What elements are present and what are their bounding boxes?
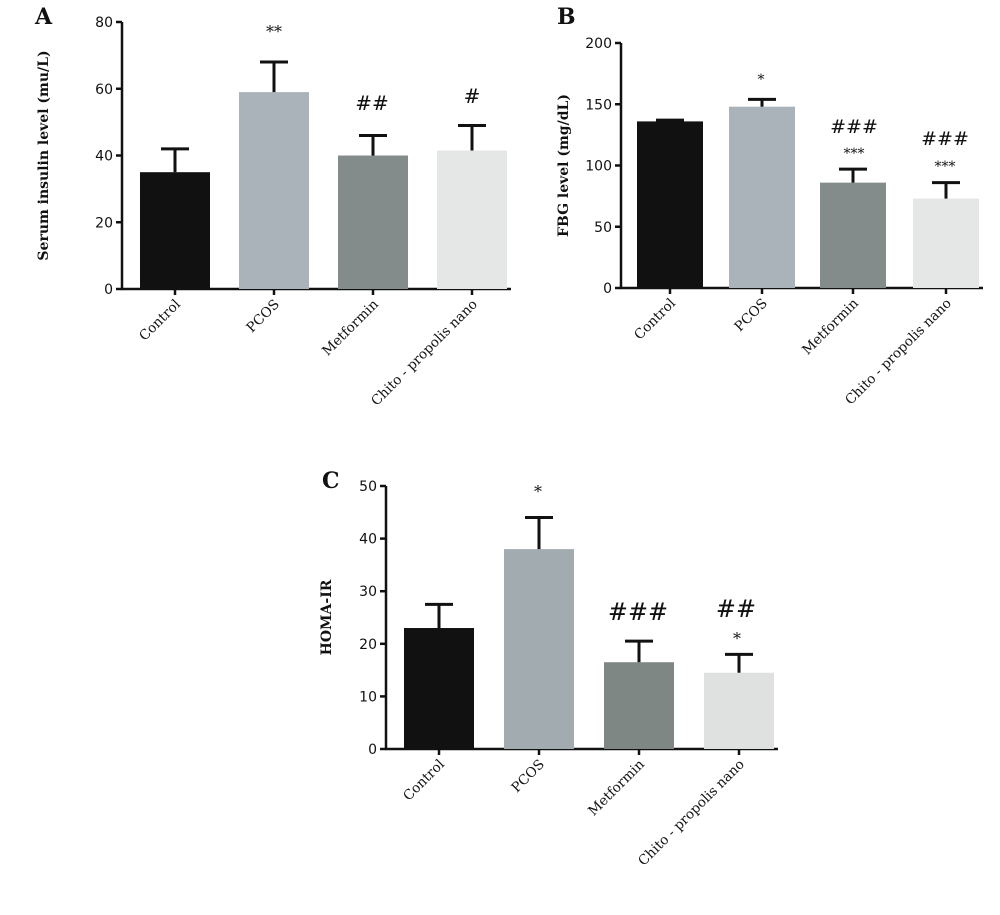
y-tick-label: 100 xyxy=(585,159,612,175)
panel-letter: A xyxy=(34,4,53,30)
category-label: Control xyxy=(400,757,448,805)
y-tick-label: 80 xyxy=(95,15,113,31)
category-label: PCOS xyxy=(508,757,547,796)
panel-letter: B xyxy=(557,4,576,30)
significance-annotation: ### xyxy=(921,128,969,150)
bar xyxy=(637,121,703,289)
y-tick-label: 0 xyxy=(603,281,612,297)
y-tick-label: 50 xyxy=(594,220,612,236)
bar xyxy=(704,672,774,749)
significance-annotation: ### xyxy=(608,598,668,626)
bar xyxy=(404,628,474,749)
y-tick-label: 200 xyxy=(585,36,612,52)
bar xyxy=(604,662,674,749)
y-tick-label: 40 xyxy=(359,532,377,548)
bar xyxy=(729,106,795,288)
significance-annotation: ## xyxy=(355,91,389,115)
y-tick-label: 150 xyxy=(585,97,612,113)
category-label: Chito - propolis nano xyxy=(635,757,748,870)
significance-annotation: * xyxy=(534,482,542,501)
chart-panel-a: A Serum insulin level (mu/L) 0 20 40 60 80 Cont… xyxy=(34,4,511,409)
y-tick-label: 10 xyxy=(359,689,377,705)
bar xyxy=(437,150,507,289)
category-label: PCOS xyxy=(243,297,282,336)
category-label: PCOS xyxy=(731,296,770,335)
significance-annotation: * xyxy=(758,72,765,88)
y-tick-label: 0 xyxy=(368,742,377,758)
bar xyxy=(913,198,979,288)
category-label: Metformin xyxy=(319,296,382,359)
category-label: Metformin xyxy=(585,756,648,819)
category-label: Chito - propolis nano xyxy=(368,297,481,410)
category-label: Metformin xyxy=(799,295,862,358)
y-tick-label: 60 xyxy=(95,82,113,98)
chart-panel-c: C HOMA-IR 0 10 20 30 40 50 Control PCOS * Metformin… xyxy=(319,468,778,869)
bar xyxy=(504,549,574,749)
significance-annotation: # xyxy=(464,84,481,108)
chart-panel-b: B FBG level (mg/dL) 0 50 100 150 200 Control PCO… xyxy=(556,4,983,408)
bar xyxy=(338,155,408,289)
y-tick-label: 50 xyxy=(359,479,377,495)
panel-letter: C xyxy=(322,468,340,494)
y-tick-label: 20 xyxy=(359,637,377,653)
significance-annotation: *** xyxy=(935,159,956,175)
category-label: Control xyxy=(631,296,679,344)
y-tick-label: 0 xyxy=(104,282,113,298)
y-axis-label: Serum insulin level (mu/L) xyxy=(36,50,52,260)
y-axis-label: HOMA-IR xyxy=(319,579,335,655)
y-tick-label: 40 xyxy=(95,149,113,165)
y-axis-label: FBG level (mg/dL) xyxy=(556,94,572,237)
bar xyxy=(140,172,210,289)
bar xyxy=(820,182,886,288)
category-label: Control xyxy=(136,297,184,345)
bar xyxy=(239,92,309,290)
significance-annotation: ### xyxy=(830,116,878,138)
significance-annotation: * xyxy=(733,629,741,648)
significance-annotation: *** xyxy=(844,146,865,162)
significance-annotation: ## xyxy=(716,595,756,623)
y-tick-label: 30 xyxy=(359,584,377,600)
significance-annotation: ** xyxy=(266,22,282,41)
y-tick-label: 20 xyxy=(95,215,113,231)
category-label: Chito - propolis nano xyxy=(842,296,955,409)
